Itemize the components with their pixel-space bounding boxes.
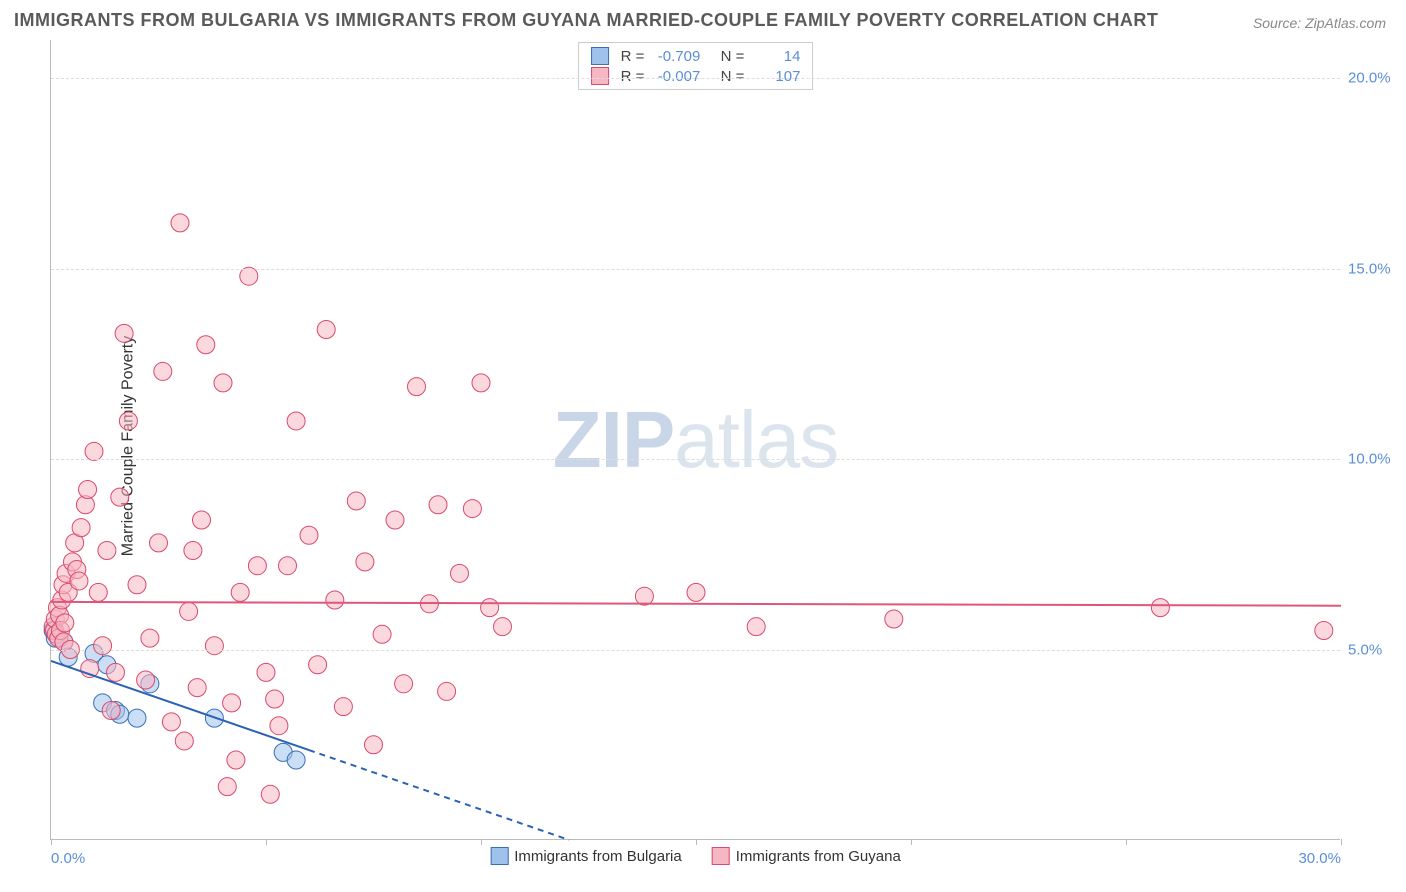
- legend-item-guyana: Immigrants from Guyana: [712, 847, 901, 865]
- x-tick-label: 0.0%: [51, 850, 85, 867]
- chart-title: IMMIGRANTS FROM BULGARIA VS IMMIGRANTS F…: [14, 10, 1158, 31]
- y-tick-label: 5.0%: [1348, 641, 1398, 658]
- source-credit: Source: ZipAtlas.com: [1253, 15, 1386, 31]
- chart-svg: [51, 40, 1340, 839]
- x-tick-label: 30.0%: [1298, 850, 1341, 867]
- y-tick-label: 10.0%: [1348, 451, 1398, 468]
- series-legend: Immigrants from Bulgaria Immigrants from…: [490, 847, 901, 865]
- legend-label-guyana: Immigrants from Guyana: [736, 848, 901, 865]
- legend-swatch-bulgaria: [490, 847, 508, 865]
- plot-area: ZIPatlas R = -0.709 N = 14 R = -0.007 N …: [50, 40, 1340, 840]
- legend-item-bulgaria: Immigrants from Bulgaria: [490, 847, 682, 865]
- y-tick-label: 20.0%: [1348, 70, 1398, 87]
- legend-swatch-guyana: [712, 847, 730, 865]
- y-tick-label: 15.0%: [1348, 260, 1398, 277]
- legend-label-bulgaria: Immigrants from Bulgaria: [514, 848, 682, 865]
